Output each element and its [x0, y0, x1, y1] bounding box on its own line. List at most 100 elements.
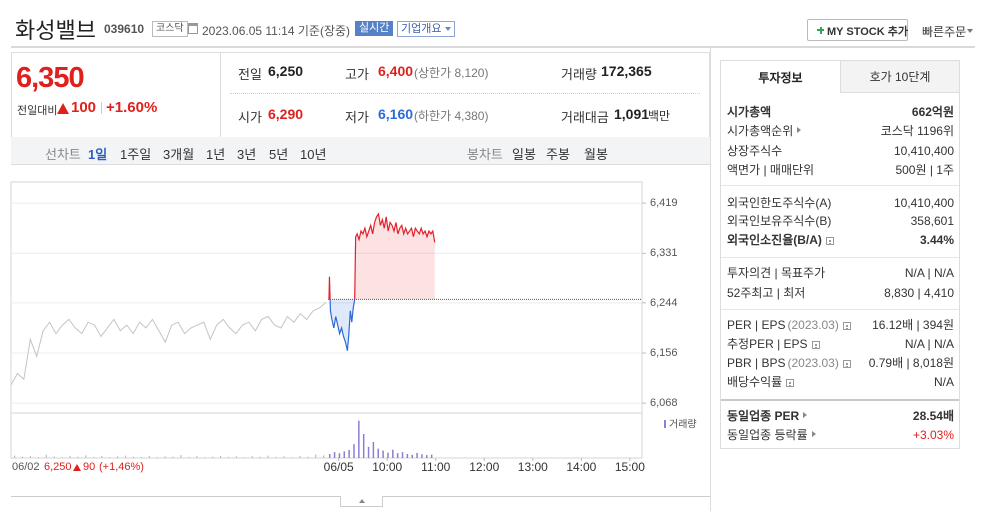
info-label: 동일업종 등락률 — [727, 428, 808, 442]
volume-bar — [69, 455, 71, 458]
volume-bar — [188, 456, 190, 458]
volume-bar — [14, 455, 16, 458]
info-row: 투자의견 | 목표주가 N/A | N/A — [727, 265, 954, 281]
volume-bar — [333, 452, 336, 458]
footer-change-pct: (+1,46%) — [99, 461, 144, 473]
candle-tab[interactable]: 일봉 — [512, 147, 536, 162]
item-value: 1,091 — [614, 106, 650, 122]
volume-bar — [377, 448, 380, 458]
volume-bar — [406, 454, 409, 458]
timestamp: 2023.06.05 11:14 기준(장중) — [202, 24, 351, 38]
info-separator — [721, 309, 959, 310]
volume-bar — [196, 456, 198, 458]
volume-bar — [411, 454, 413, 458]
volume-bar — [140, 456, 142, 458]
volume-bar — [132, 456, 135, 458]
item-value: 6,290 — [268, 106, 304, 122]
y-tick-label: 6,244 — [650, 297, 678, 309]
info-value: N/A | N/A — [904, 337, 954, 351]
info-label: 52주최고 | 최저 — [727, 286, 806, 300]
info-row: 52주최고 | 최저 8,830 | 4,410 — [727, 285, 954, 301]
volume-bar — [117, 456, 119, 458]
volume-bar — [430, 454, 433, 458]
info-label: 시가총액 — [727, 105, 772, 119]
quick-order[interactable]: 빠른주문 — [922, 25, 967, 39]
x-tick-label: 12:00 — [469, 460, 499, 474]
help-icon[interactable] — [842, 322, 851, 330]
volume-legend-marker — [664, 420, 666, 428]
info-value: +3.03% — [912, 428, 954, 442]
period-tab[interactable]: 1년 — [206, 147, 226, 162]
volume-bar — [416, 452, 418, 458]
link-arrow[interactable] — [803, 412, 808, 418]
volume-bar — [426, 455, 428, 458]
y-tick-label: 6,419 — [650, 197, 678, 209]
info-row: PBR | BPS (2023.03) 0.79배 | 8,018원 — [727, 355, 954, 371]
info-row: 외국인한도주식수(A) 10,410,400 — [727, 195, 954, 211]
volume-bar — [21, 456, 24, 458]
info-label: 시가총액순위 — [727, 124, 794, 138]
volume-bar — [243, 457, 245, 458]
info-separator — [721, 399, 959, 401]
period-tab[interactable]: 1일 — [88, 147, 108, 162]
mystock-label: MY STOCK 추가 — [827, 26, 908, 38]
period-tab[interactable]: 1주일 — [120, 147, 152, 162]
info-row: 추정PER | EPS N/A | N/A — [727, 336, 954, 352]
collapse-button[interactable] — [340, 496, 383, 507]
info-separator — [721, 185, 959, 186]
item-unit: 백만 — [648, 109, 671, 123]
item-label: 전일 — [238, 67, 262, 82]
help-icon[interactable] — [811, 341, 820, 349]
volume-bar — [61, 457, 63, 458]
info-value: 코스닥 1196위 — [880, 124, 954, 138]
x-tick-label: 14:00 — [566, 460, 596, 474]
info-value: N/A | N/A — [904, 266, 954, 280]
volume-bar — [29, 456, 32, 458]
volume-bar — [401, 452, 404, 458]
volume-bar — [328, 454, 331, 458]
overview-button[interactable]: 기업개요 — [397, 21, 456, 37]
info-label: 투자의견 | 목표주가 — [727, 266, 826, 280]
help-icon[interactable] — [825, 237, 834, 245]
volume-bar — [367, 446, 370, 458]
volume-bar — [338, 453, 341, 458]
info-label: 동일업종 PER — [727, 409, 800, 423]
period-tab[interactable]: 3개월 — [163, 147, 195, 162]
row-divider — [230, 93, 700, 94]
x-tick-label: 10:00 — [372, 460, 402, 474]
item-label: 저가 — [345, 110, 369, 125]
volume-bar — [109, 457, 111, 458]
help-icon[interactable] — [842, 360, 851, 368]
plot-frame — [10, 181, 643, 459]
volume-bar — [235, 456, 238, 458]
info-label: PBR | BPS — [727, 356, 786, 370]
info-panel — [720, 60, 960, 449]
x-tick-label: 13:00 — [518, 460, 548, 474]
up-arrow — [73, 464, 81, 471]
y-tick-label: 6,156 — [650, 347, 678, 359]
info-value: 28.54배 — [912, 409, 954, 423]
mystock-button[interactable]: MY STOCK 추가 — [807, 19, 908, 41]
link-arrow[interactable] — [797, 127, 802, 133]
chart-tabs — [11, 137, 710, 165]
volume-bar — [164, 456, 166, 458]
candle-tab[interactable]: 월봉 — [584, 147, 608, 162]
volume-bar — [323, 455, 325, 458]
volume-bar — [172, 456, 174, 458]
info-row: 외국인보유주식수(B) 358,601 — [727, 213, 954, 229]
period-tab[interactable]: 5년 — [269, 147, 289, 162]
link-arrow[interactable] — [811, 431, 816, 437]
period-tab[interactable]: 3년 — [237, 147, 257, 162]
candle-tab[interactable]: 주봉 — [546, 147, 570, 162]
info-tab[interactable]: 호가 10단계 — [840, 61, 959, 93]
help-icon[interactable] — [786, 379, 795, 387]
volume-bar — [392, 449, 394, 458]
footer-close: 6,250 — [44, 461, 72, 473]
realtime-badge[interactable]: 실시간 — [355, 21, 394, 36]
tab-group-label: 선차트 — [45, 147, 81, 162]
info-tab[interactable]: 투자정보 — [721, 61, 840, 93]
collapse-arrow — [359, 499, 365, 503]
info-row: 시가총액 662억원 — [727, 104, 954, 120]
volume-bar — [372, 442, 375, 458]
period-tab[interactable]: 10년 — [300, 147, 327, 162]
